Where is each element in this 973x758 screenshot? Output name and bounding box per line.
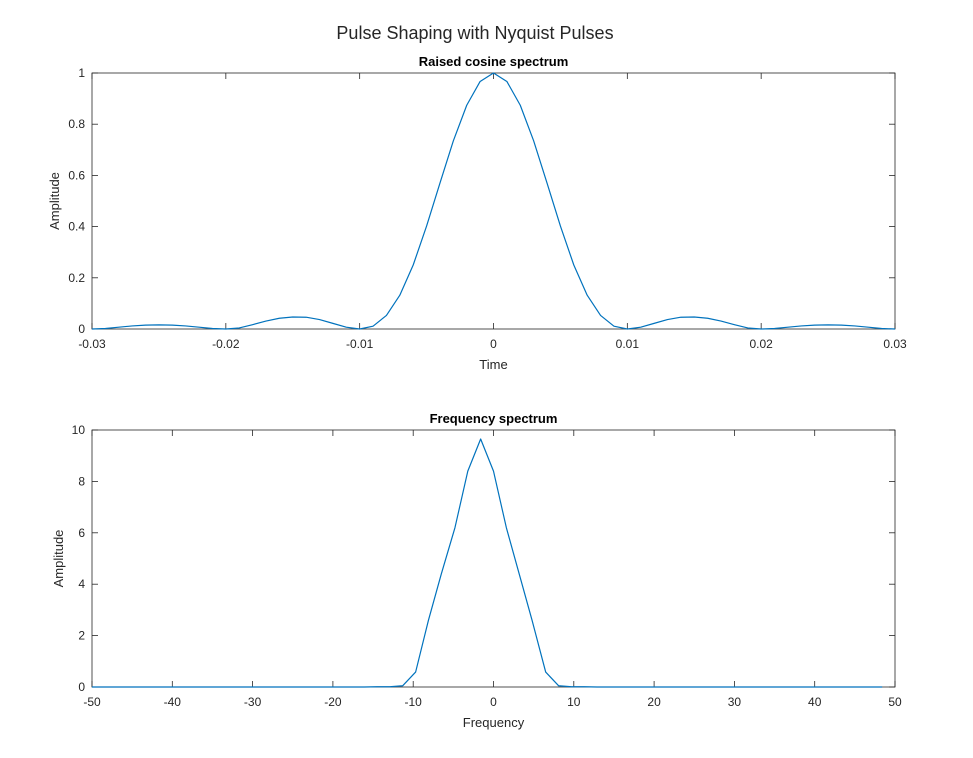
chart-1-axes-box xyxy=(91,429,896,688)
chart-1-x-tick-label: 10 xyxy=(567,695,581,709)
chart-0-series-line xyxy=(91,72,896,330)
chart-0-y-tick-label: 0 xyxy=(78,322,85,336)
chart-1-x-tick-label: -50 xyxy=(83,695,101,709)
chart-1-x-tick-label: -30 xyxy=(244,695,262,709)
chart-0-y-tick-label: 1 xyxy=(78,66,85,80)
chart-0-y-tick-label: 0.2 xyxy=(68,271,85,285)
raised-cosine-plot: -0.03 -0.02 -0.01 0 0.01 0.02 0.03 0 0.2 0.4 0.6 0.… xyxy=(47,54,907,372)
chart-1-x-tick-label: 20 xyxy=(647,695,661,709)
chart-1-x-tick-label: 30 xyxy=(728,695,742,709)
chart-0-x-tick-label: 0.01 xyxy=(616,337,640,351)
chart-1-title: Frequency spectrum xyxy=(430,411,558,426)
chart-0-y-tick-label: 0.4 xyxy=(68,220,85,234)
chart-1-series-line xyxy=(92,438,883,688)
chart-1-x-tick-label: -10 xyxy=(405,695,423,709)
chart-0-x-tick-label: 0 xyxy=(490,337,497,351)
chart-0-y-axis-label: Amplitude xyxy=(47,172,62,230)
chart-1-y-tick-label: 8 xyxy=(78,474,85,488)
chart-1-y-tick-label: 2 xyxy=(78,629,85,643)
chart-1-x-tick-label: 50 xyxy=(888,695,902,709)
chart-1-y-tick-label: 0 xyxy=(78,680,85,694)
chart-1-x-tick-label: 0 xyxy=(490,695,497,709)
chart-1-y-tick-label: 6 xyxy=(78,526,85,540)
chart-0-axes-box xyxy=(91,72,896,330)
chart-1-y-tick-label: 10 xyxy=(72,423,86,437)
chart-1-x-tick-label: -20 xyxy=(324,695,342,709)
chart-0-x-tick-label: 0.02 xyxy=(749,337,773,351)
chart-0-x-tick-label: 0.03 xyxy=(883,337,907,351)
frequency-spectrum-plot: -50 -40 -30 -20 -10 0 10 20 30 40 50 0 2 4 6 8 10 Frequen… xyxy=(51,411,902,730)
chart-0-y-tick-label: 0.6 xyxy=(68,168,85,182)
chart-0-x-tick-label: -0.01 xyxy=(346,337,374,351)
chart-0-x-axis-label: Time xyxy=(479,357,507,372)
chart-1-x-tick-label: 40 xyxy=(808,695,822,709)
chart-0-x-tick-label: -0.02 xyxy=(212,337,240,351)
chart-1-x-axis-label: Frequency xyxy=(463,715,525,730)
figure-title: Pulse Shaping with Nyquist Pulses xyxy=(336,23,613,43)
chart-1-x-tick-label: -40 xyxy=(164,695,182,709)
chart-0-title: Raised cosine spectrum xyxy=(419,54,569,69)
chart-1-y-axis-label: Amplitude xyxy=(51,530,66,588)
chart-0-y-tick-label: 0.8 xyxy=(68,117,85,131)
chart-1-y-tick-label: 4 xyxy=(78,577,85,591)
chart-0-x-tick-label: -0.03 xyxy=(78,337,106,351)
